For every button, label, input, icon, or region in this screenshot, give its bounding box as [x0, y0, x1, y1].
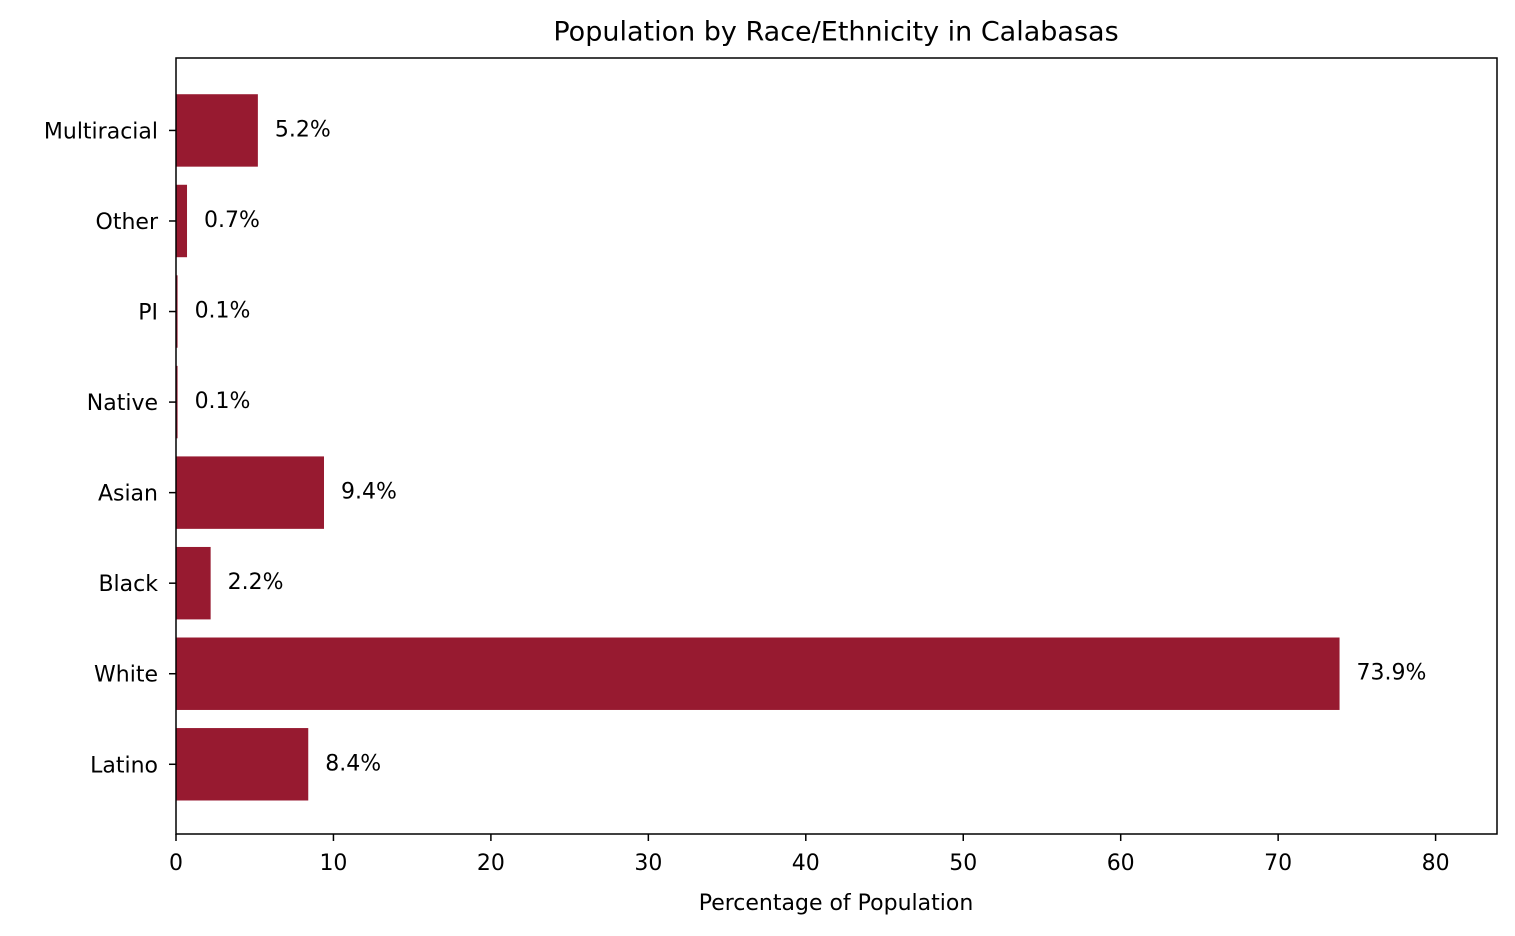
- x-tick-label: 0: [169, 851, 183, 876]
- x-tick-label: 20: [477, 851, 505, 876]
- x-tick-label: 50: [949, 851, 977, 876]
- x-tick-label: 70: [1264, 851, 1292, 876]
- chart-title: Population by Race/Ethnicity in Calabasa…: [553, 17, 1118, 48]
- y-tick-label: Latino: [90, 753, 158, 778]
- value-label: 9.4%: [341, 480, 397, 505]
- x-tick-label: 10: [319, 851, 347, 876]
- value-label: 0.1%: [195, 299, 251, 324]
- y-tick-label: White: [94, 663, 158, 688]
- bar: [176, 546, 211, 620]
- value-label: 0.7%: [204, 208, 260, 233]
- y-tick-label: Multiracial: [44, 119, 158, 144]
- bar: [176, 728, 309, 801]
- value-label: 2.2%: [228, 570, 284, 595]
- y-tick-label: Black: [98, 572, 158, 597]
- x-tick-label: 80: [1422, 851, 1450, 876]
- bar: [176, 456, 325, 529]
- bar: [176, 184, 188, 258]
- bar: [176, 275, 178, 348]
- x-tick-label: 60: [1107, 851, 1135, 876]
- bar: [176, 637, 1340, 710]
- x-tick-label: 40: [792, 851, 820, 876]
- value-label: 0.1%: [195, 389, 251, 414]
- x-axis-label: Percentage of Population: [699, 891, 974, 916]
- x-tick-label: 30: [634, 851, 662, 876]
- y-tick-label: PI: [138, 301, 158, 326]
- bar: [176, 365, 178, 439]
- value-label: 5.2%: [275, 117, 331, 142]
- value-label: 8.4%: [325, 751, 381, 776]
- value-label: 73.9%: [1357, 661, 1427, 686]
- y-tick-label: Native: [87, 391, 158, 416]
- y-tick-label: Other: [96, 210, 159, 235]
- plot-frame: [175, 57, 1498, 835]
- bar: [176, 94, 258, 167]
- y-tick-label: Asian: [98, 482, 158, 507]
